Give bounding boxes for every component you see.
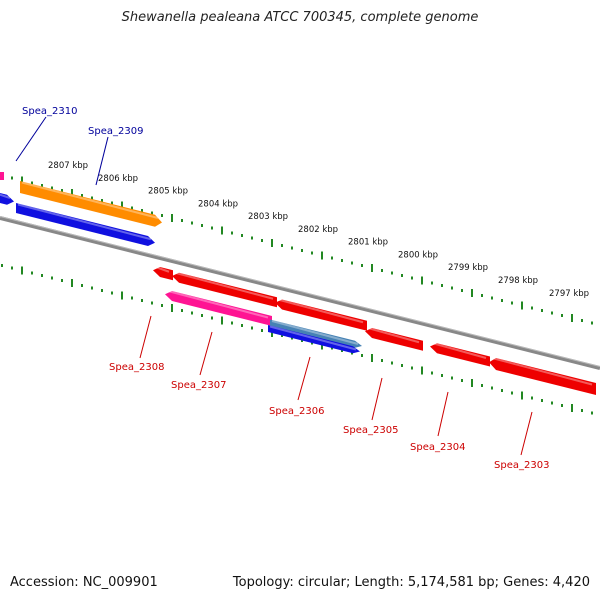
spea_2310-leader: [15, 116, 47, 162]
kbp-label: 2805 kbp: [148, 187, 188, 197]
kbp-label: 2798 kbp: [498, 276, 538, 286]
genome-summary: Topology: circular; Length: 5,174,581 bp…: [232, 575, 590, 590]
gene-unlabeled-steel[interactable]: [270, 319, 362, 348]
gene-spea_2310[interactable]: [0, 191, 14, 205]
spea_2309-leader: [95, 136, 109, 186]
kbp-label: 2806 kbp: [98, 174, 138, 184]
gene-spea_2308[interactable]: [153, 265, 173, 281]
map-title: Shewanella pealeana ATCC 700345, complet…: [121, 10, 479, 25]
gene-red-block-a[interactable]: [275, 298, 367, 331]
spea_2306-leader: [297, 356, 311, 401]
kbp-label: 2803 kbp: [248, 212, 288, 222]
accession-label: Accession: NC_009901: [10, 575, 158, 590]
spea_2307-label[interactable]: Spea_2307: [171, 380, 226, 391]
partial-gene-edge: [0, 172, 4, 180]
kbp-label: 2801 kbp: [348, 238, 388, 248]
spea_2305-leader: [371, 377, 383, 421]
spea_2304-label[interactable]: Spea_2304: [410, 442, 465, 453]
genome-backbone: [0, 216, 600, 370]
spea_2303-label[interactable]: Spea_2303: [494, 460, 549, 471]
kbp-label: 2797 kbp: [549, 289, 589, 299]
gene-spea_2306[interactable]: [268, 325, 360, 354]
kbp-scale-labels: 2807 kbp 2806 kbp 2805 kbp 2804 kbp 2803 kbp…: [48, 161, 589, 299]
spea_2304-leader: [437, 391, 449, 437]
gene-labels: Spea_2310 Spea_2309 Spea_2308 Spea_2307 Spea…: [15, 106, 549, 471]
kbp-label: 2799 kbp: [448, 263, 488, 273]
gene-spea_2303[interactable]: [489, 356, 596, 395]
spea_2305-label[interactable]: Spea_2305: [343, 425, 398, 436]
kbp-label: 2802 kbp: [298, 225, 338, 235]
outer-tick-ring: [1, 174, 593, 325]
spea_2307-leader: [199, 331, 213, 376]
gene-spea_2305[interactable]: [365, 326, 423, 351]
spea_2306-label[interactable]: Spea_2306: [269, 406, 324, 417]
spea_2303-leader: [520, 411, 533, 456]
kbp-label: 2807 kbp: [48, 161, 88, 171]
gene-spea_2309[interactable]: [20, 181, 162, 227]
forward-strand-genes: [0, 172, 162, 246]
gene-spea_2307[interactable]: [165, 289, 272, 326]
spea_2309-label[interactable]: Spea_2309: [88, 126, 143, 137]
spea_2308-label[interactable]: Spea_2308: [109, 362, 164, 373]
reverse-strand-genes: [153, 265, 596, 395]
spea_2310-label[interactable]: Spea_2310: [22, 106, 77, 117]
kbp-label: 2804 kbp: [198, 199, 238, 209]
gene-spea_2304[interactable]: [430, 342, 490, 367]
gene-unlabeled-red-1[interactable]: [172, 271, 277, 308]
gene-spea_2310-body[interactable]: [16, 203, 155, 246]
kbp-label: 2800 kbp: [398, 250, 438, 260]
spea_2308-leader: [139, 315, 152, 359]
